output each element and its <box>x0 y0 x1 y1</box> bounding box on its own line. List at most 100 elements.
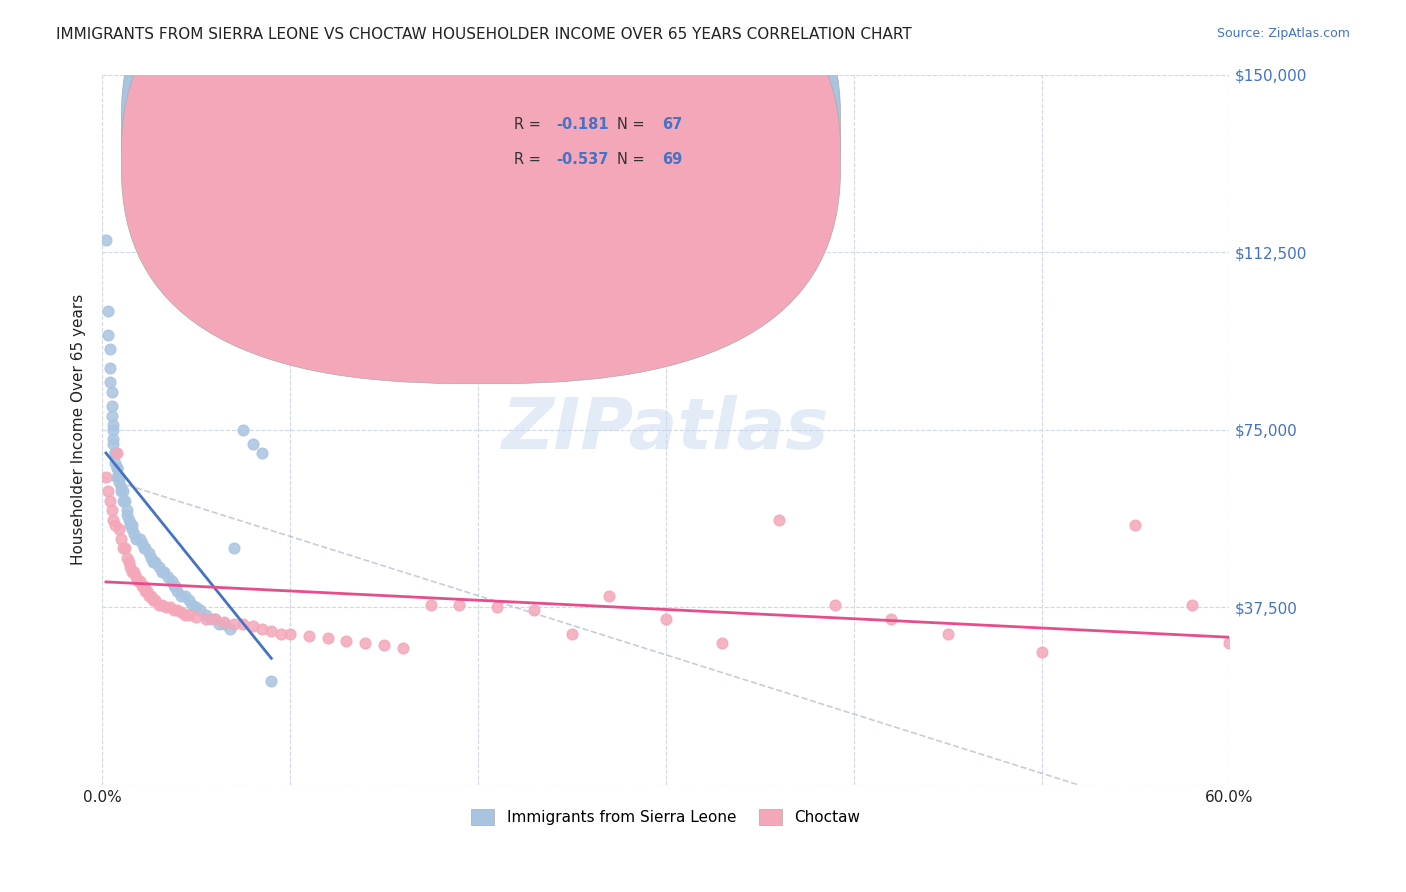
Point <box>114 494 136 508</box>
Point <box>110 532 132 546</box>
Point <box>103 513 125 527</box>
Point <box>120 560 142 574</box>
Point <box>242 619 264 633</box>
Text: R =: R = <box>513 117 546 132</box>
Point <box>561 626 583 640</box>
Point <box>115 508 138 522</box>
Point <box>420 598 443 612</box>
Point <box>108 470 131 484</box>
Point <box>373 638 395 652</box>
Point <box>222 541 245 556</box>
Point <box>316 632 339 646</box>
Point <box>824 598 846 612</box>
Point <box>242 437 264 451</box>
Point <box>100 503 122 517</box>
Point <box>194 612 217 626</box>
Point <box>142 593 165 607</box>
Point <box>260 673 283 688</box>
FancyBboxPatch shape <box>446 99 734 185</box>
Text: N =: N = <box>617 152 650 167</box>
Point <box>219 622 242 636</box>
Point <box>1031 645 1053 659</box>
Point <box>200 612 222 626</box>
Point <box>125 532 148 546</box>
Point <box>298 629 321 643</box>
Point <box>94 233 117 247</box>
Point <box>105 460 128 475</box>
Point <box>165 579 187 593</box>
Point <box>98 494 121 508</box>
Point <box>1125 517 1147 532</box>
Point <box>122 565 145 579</box>
Point <box>104 446 127 460</box>
Point <box>270 626 292 640</box>
Point <box>103 418 125 433</box>
Point <box>214 615 236 629</box>
Point <box>132 541 155 556</box>
Text: 67: 67 <box>662 117 683 132</box>
Point <box>148 560 170 574</box>
Point <box>120 517 142 532</box>
Point <box>250 446 273 460</box>
Point <box>181 598 204 612</box>
Point <box>97 304 120 318</box>
Point <box>936 626 959 640</box>
Point <box>125 569 148 583</box>
Point <box>121 522 143 536</box>
Text: N =: N = <box>617 117 650 132</box>
Point <box>260 624 283 639</box>
Point <box>188 603 211 617</box>
Point <box>173 589 195 603</box>
Point <box>97 328 120 343</box>
Point <box>111 541 134 556</box>
Point <box>278 626 301 640</box>
Point <box>127 574 149 589</box>
Point <box>598 589 620 603</box>
Point <box>170 589 193 603</box>
Point <box>103 437 125 451</box>
Point <box>105 446 128 460</box>
Point <box>104 456 127 470</box>
Text: ZIPatlas: ZIPatlas <box>502 395 830 465</box>
Point <box>142 556 165 570</box>
Point <box>110 480 132 494</box>
Text: IMMIGRANTS FROM SIERRA LEONE VS CHOCTAW HOUSEHOLDER INCOME OVER 65 YEARS CORRELA: IMMIGRANTS FROM SIERRA LEONE VS CHOCTAW … <box>56 27 912 42</box>
Point <box>523 603 546 617</box>
Point <box>117 556 139 570</box>
Point <box>204 612 226 626</box>
Point <box>1218 636 1240 650</box>
Point <box>110 484 132 499</box>
Point <box>108 522 131 536</box>
Point <box>114 541 136 556</box>
Point <box>139 589 162 603</box>
Point <box>449 598 471 612</box>
Point <box>177 607 200 622</box>
Point <box>162 603 184 617</box>
Point <box>143 593 166 607</box>
Point <box>104 517 127 532</box>
Point <box>160 574 183 589</box>
Text: R =: R = <box>513 152 546 167</box>
Point <box>1181 598 1204 612</box>
FancyBboxPatch shape <box>121 0 841 384</box>
Point <box>138 546 160 560</box>
Point <box>162 579 184 593</box>
Point <box>232 423 254 437</box>
Point <box>97 484 120 499</box>
Point <box>105 470 128 484</box>
Point <box>115 503 138 517</box>
Point <box>166 603 188 617</box>
Point <box>880 612 903 626</box>
Point <box>105 460 128 475</box>
Point <box>711 636 734 650</box>
Point <box>138 589 160 603</box>
Point <box>100 409 122 423</box>
Point <box>128 532 150 546</box>
Point <box>204 612 226 626</box>
Point <box>132 579 155 593</box>
Point <box>391 640 413 655</box>
Point <box>108 475 131 489</box>
Point <box>98 343 121 357</box>
Point <box>104 446 127 460</box>
Point <box>128 574 150 589</box>
